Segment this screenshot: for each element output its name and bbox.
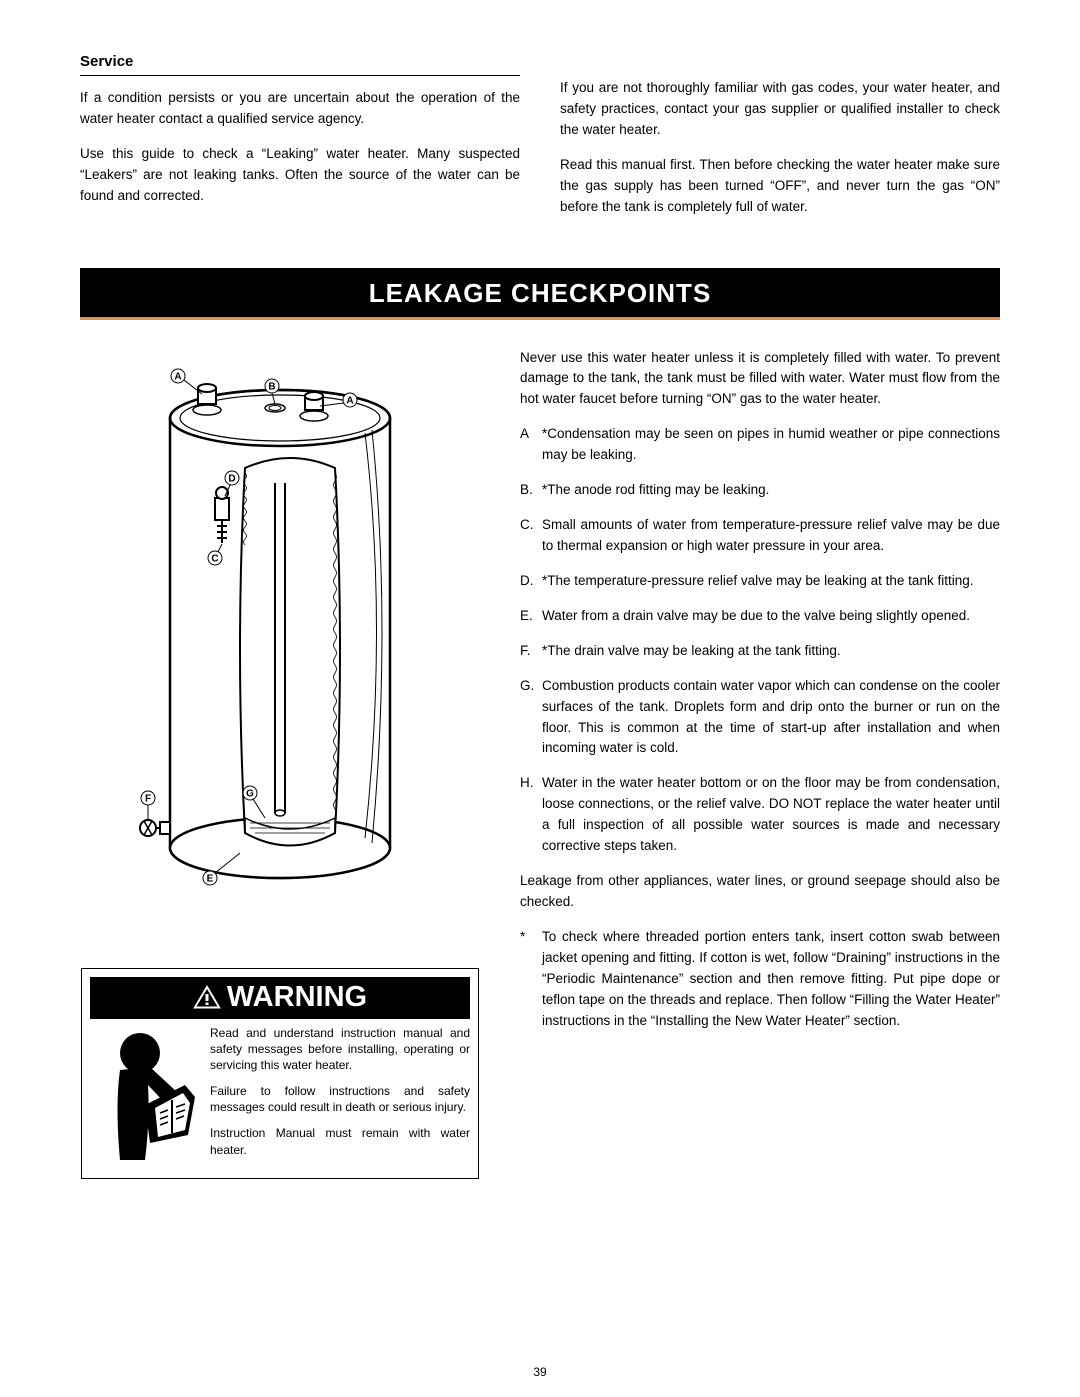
- service-para: If you are not thoroughly familiar with …: [560, 78, 1000, 141]
- item-text: Small amounts of water from temperature-…: [542, 515, 1000, 557]
- checkpoints-after: Leakage from other appliances, water lin…: [520, 871, 1000, 913]
- reading-person-icon: [90, 1025, 200, 1170]
- service-heading: Service: [80, 50, 520, 76]
- water-heater-diagram: A B A D C: [120, 348, 440, 928]
- warning-body: Read and understand instruction manual a…: [90, 1025, 470, 1170]
- footnote: * To check where threaded portion enters…: [520, 927, 1000, 1032]
- warning-box: WARNING: [81, 968, 479, 1179]
- item-label: E.: [520, 606, 542, 627]
- checkpoints-list: A*Condensation may be seen on pipes in h…: [520, 424, 1000, 857]
- callout-b: B: [268, 381, 275, 392]
- page-number: 39: [0, 1365, 1080, 1379]
- left-column: A B A D C: [80, 348, 480, 1179]
- list-item: B.*The anode rod fitting may be leaking.: [520, 480, 1000, 501]
- callout-e: E: [207, 873, 214, 884]
- warning-para: Failure to follow instructions and safet…: [210, 1083, 470, 1115]
- warning-header: WARNING: [90, 977, 470, 1019]
- callout-g: G: [246, 788, 254, 799]
- item-text: *The temperature-pressure relief valve m…: [542, 571, 1000, 592]
- footnote-text: To check where threaded portion enters t…: [542, 927, 1000, 1032]
- warning-triangle-icon: [193, 985, 221, 1009]
- item-text: *The anode rod fitting may be leaking.: [542, 480, 1000, 501]
- list-item: F.*The drain valve may be leaking at the…: [520, 641, 1000, 662]
- item-label: A: [520, 424, 542, 466]
- item-label: B.: [520, 480, 542, 501]
- footnote-mark: *: [520, 927, 542, 1032]
- heater-svg: A B A D C: [120, 348, 440, 928]
- warning-title: WARNING: [227, 981, 367, 1014]
- callout-d: D: [228, 473, 235, 484]
- warning-para: Instruction Manual must remain with wate…: [210, 1125, 470, 1157]
- service-section: Service If a condition persists or you a…: [80, 50, 1000, 232]
- service-para: Read this manual first. Then before chec…: [560, 155, 1000, 218]
- item-text: Water in the water heater bottom or on t…: [542, 773, 1000, 857]
- callout-c: C: [211, 553, 218, 564]
- item-text: Water from a drain valve may be due to t…: [542, 606, 1000, 627]
- checkpoints-intro: Never use this water heater unless it is…: [520, 348, 1000, 411]
- item-text: *Condensation may be seen on pipes in hu…: [542, 424, 1000, 466]
- callout-a: A: [174, 371, 181, 382]
- section-banner: LEAKAGE CHECKPOINTS: [80, 268, 1000, 320]
- warning-para: Read and understand instruction manual a…: [210, 1025, 470, 1074]
- item-label: H.: [520, 773, 542, 857]
- service-para: Use this guide to check a “Leaking” wate…: [80, 144, 520, 207]
- page: Service If a condition persists or you a…: [0, 0, 1080, 1397]
- list-item: E.Water from a drain valve may be due to…: [520, 606, 1000, 627]
- item-label: D.: [520, 571, 542, 592]
- service-col-right: If you are not thoroughly familiar with …: [560, 50, 1000, 232]
- list-item: A*Condensation may be seen on pipes in h…: [520, 424, 1000, 466]
- item-text: *The drain valve may be leaking at the t…: [542, 641, 1000, 662]
- right-column: Never use this water heater unless it is…: [520, 348, 1000, 1179]
- item-label: C.: [520, 515, 542, 557]
- list-item: H.Water in the water heater bottom or on…: [520, 773, 1000, 857]
- list-item: D.*The temperature-pressure relief valve…: [520, 571, 1000, 592]
- list-item: C.Small amounts of water from temperatur…: [520, 515, 1000, 557]
- warning-text: Read and understand instruction manual a…: [210, 1025, 470, 1170]
- service-para: If a condition persists or you are uncer…: [80, 88, 520, 130]
- main-content: A B A D C: [80, 348, 1000, 1179]
- item-label: F.: [520, 641, 542, 662]
- callout-a2: A: [346, 395, 353, 406]
- item-label: G.: [520, 676, 542, 760]
- callout-f: F: [145, 793, 151, 804]
- service-col-left: Service If a condition persists or you a…: [80, 50, 520, 232]
- item-text: Combustion products contain water vapor …: [542, 676, 1000, 760]
- list-item: G.Combustion products contain water vapo…: [520, 676, 1000, 760]
